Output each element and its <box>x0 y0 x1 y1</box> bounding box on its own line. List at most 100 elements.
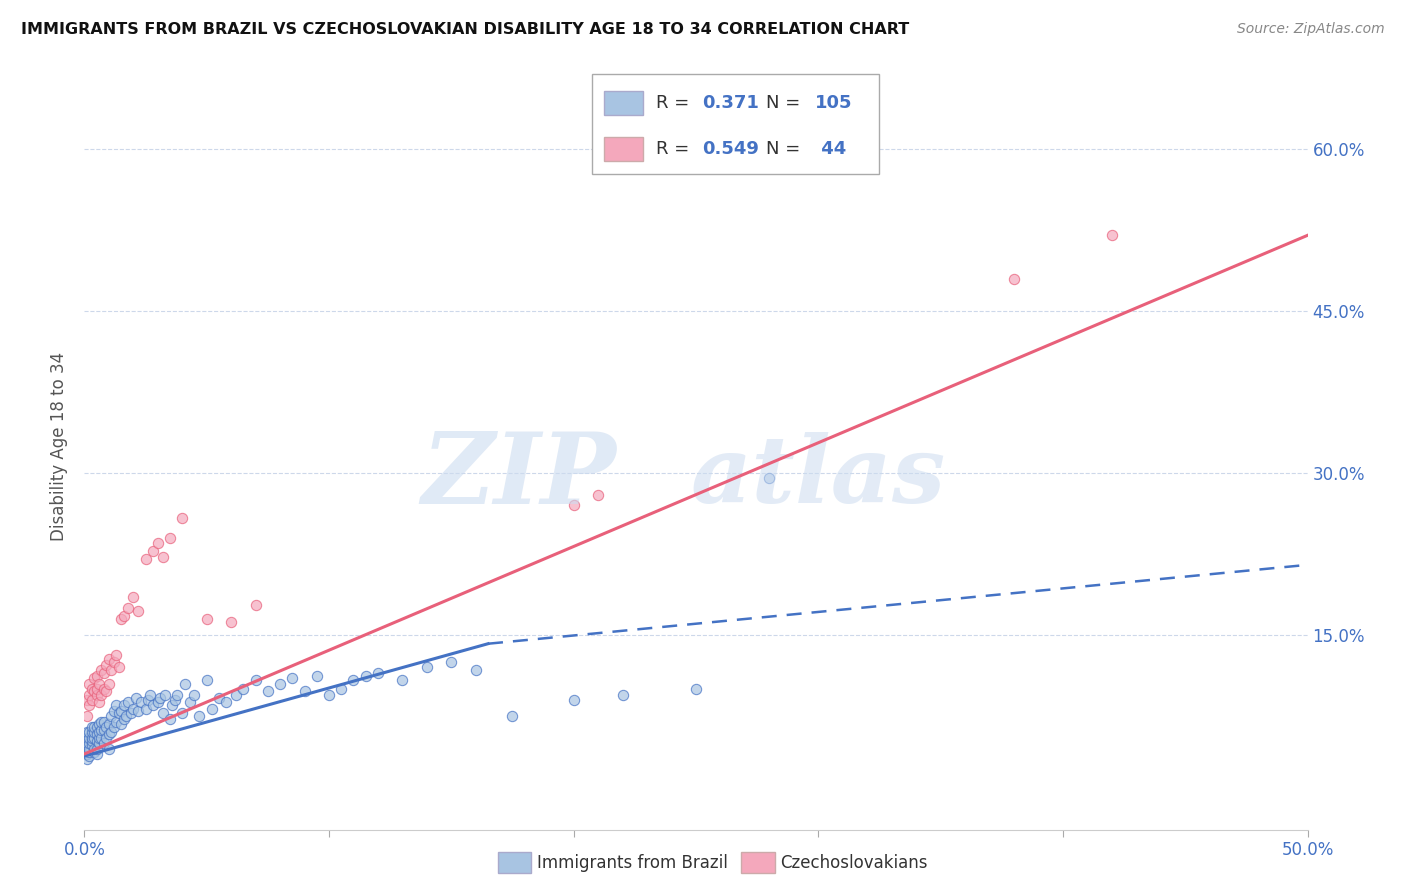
Point <box>103 704 125 718</box>
Point <box>612 688 634 702</box>
Point <box>96 658 118 673</box>
Point <box>76 709 98 723</box>
Point <box>562 499 585 513</box>
Point <box>416 660 439 674</box>
Text: Source: ZipAtlas.com: Source: ZipAtlas.com <box>1237 22 1385 37</box>
Text: Czechoslovakians: Czechoslovakians <box>780 854 928 871</box>
Point <box>97 727 120 741</box>
Point <box>100 709 122 723</box>
Point <box>440 655 463 669</box>
Point <box>87 695 110 709</box>
Point <box>142 543 165 558</box>
Point <box>93 665 115 680</box>
Point <box>86 734 108 748</box>
Point <box>77 749 100 764</box>
Point <box>97 676 120 690</box>
Point <box>318 688 340 702</box>
Point <box>86 741 108 756</box>
Point <box>122 701 145 715</box>
Point <box>245 598 267 612</box>
Point <box>464 663 486 677</box>
Text: 0.549: 0.549 <box>702 140 759 158</box>
Point <box>80 731 103 745</box>
Text: R =: R = <box>655 94 695 112</box>
Point <box>93 682 115 697</box>
Point <box>127 704 149 718</box>
Point <box>86 727 108 741</box>
Point <box>172 706 194 720</box>
Point <box>152 706 174 720</box>
Point <box>152 550 174 565</box>
Point <box>76 745 98 759</box>
Point <box>76 725 98 739</box>
Point <box>93 723 115 738</box>
Point <box>76 747 98 761</box>
Point <box>110 612 132 626</box>
Point <box>77 745 100 759</box>
Point <box>103 655 125 669</box>
Point <box>83 745 105 759</box>
Point <box>90 731 112 745</box>
Point <box>215 695 238 709</box>
Text: Immigrants from Brazil: Immigrants from Brazil <box>537 854 728 871</box>
Point <box>97 652 120 666</box>
Point <box>83 741 105 756</box>
Point <box>110 704 132 718</box>
Point <box>80 693 103 707</box>
Point <box>305 669 328 683</box>
Point <box>225 688 247 702</box>
Text: atlas: atlas <box>690 432 946 522</box>
Point <box>112 698 135 713</box>
Text: IMMIGRANTS FROM BRAZIL VS CZECHOSLOVAKIAN DISABILITY AGE 18 TO 34 CORRELATION CH: IMMIGRANTS FROM BRAZIL VS CZECHOSLOVAKIA… <box>21 22 910 37</box>
Point <box>77 741 100 756</box>
Point <box>159 531 181 545</box>
Point <box>96 731 118 745</box>
Point <box>76 731 98 745</box>
Point <box>83 720 105 734</box>
Point <box>76 739 98 753</box>
Point <box>142 698 165 713</box>
Point <box>179 695 201 709</box>
Point <box>294 684 316 698</box>
FancyBboxPatch shape <box>592 74 880 174</box>
Point <box>232 682 254 697</box>
Point <box>125 690 148 705</box>
Point <box>77 725 100 739</box>
Point <box>112 712 135 726</box>
Point <box>77 736 100 750</box>
Point <box>86 682 108 697</box>
Point <box>354 669 377 683</box>
Text: 105: 105 <box>814 94 852 112</box>
Point <box>159 712 181 726</box>
Point <box>100 725 122 739</box>
Point <box>83 671 105 685</box>
Text: N =: N = <box>766 94 806 112</box>
Point <box>100 663 122 677</box>
Point <box>87 731 110 745</box>
Point <box>219 615 242 629</box>
Point <box>330 682 353 697</box>
Point <box>117 601 139 615</box>
Point <box>76 736 98 750</box>
Point <box>245 673 267 688</box>
Point <box>103 720 125 734</box>
Point <box>80 734 103 748</box>
Point <box>105 698 128 713</box>
Point <box>87 676 110 690</box>
Point <box>83 725 105 739</box>
Point <box>127 604 149 618</box>
Point <box>391 673 413 688</box>
Point <box>562 693 585 707</box>
Y-axis label: Disability Age 18 to 34: Disability Age 18 to 34 <box>51 351 69 541</box>
Point <box>87 725 110 739</box>
Point <box>257 684 280 698</box>
Point <box>87 716 110 731</box>
Point <box>96 720 118 734</box>
Point <box>83 731 105 745</box>
Point <box>90 688 112 702</box>
Point <box>107 660 129 674</box>
Point <box>269 676 291 690</box>
Point <box>281 671 304 685</box>
Point <box>86 747 108 761</box>
Point <box>80 725 103 739</box>
